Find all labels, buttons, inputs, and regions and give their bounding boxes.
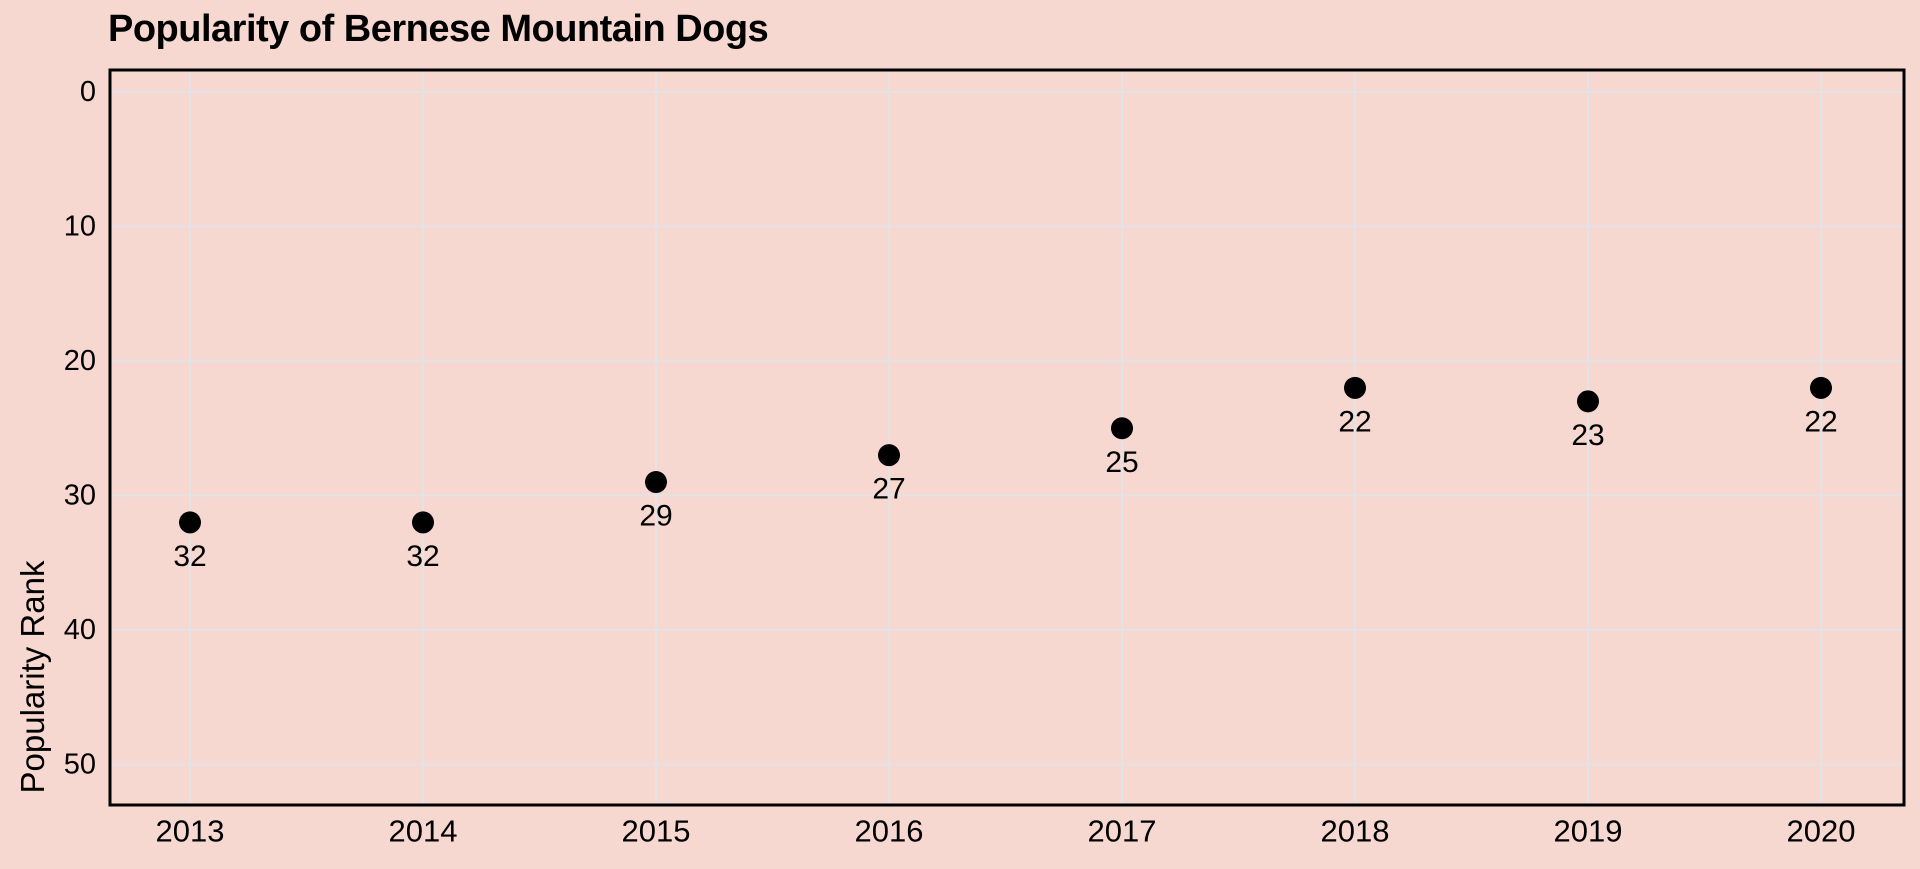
data-point: [645, 471, 667, 494]
plot-border: [108, 68, 1906, 807]
y-tick-label: 40: [64, 614, 96, 646]
point-value-label: 22: [1804, 405, 1837, 438]
data-point: [179, 511, 201, 534]
point-value-label: 29: [639, 500, 672, 533]
y-tick-label: 30: [64, 480, 96, 512]
point-value-label: 23: [1571, 419, 1604, 452]
x-tick-label: 2020: [1787, 814, 1856, 849]
x-tick-label: 2018: [1321, 814, 1390, 849]
x-tick-label: 2017: [1088, 814, 1157, 849]
x-tick-label: 2013: [156, 814, 225, 849]
x-tick-label: 2014: [389, 814, 458, 849]
y-tick-label: 20: [64, 345, 96, 377]
data-point: [1111, 417, 1133, 440]
chart-title: Popularity of Bernese Mountain Dogs: [108, 8, 769, 50]
y-tick-label: 0: [80, 76, 96, 108]
point-value-label: 22: [1338, 405, 1371, 438]
data-point: [412, 511, 434, 534]
x-tick-label: 2015: [622, 814, 691, 849]
y-tick-label: 50: [64, 749, 96, 781]
point-value-label: 32: [173, 540, 206, 573]
y-axis-title: Popularity Rank: [14, 560, 51, 794]
point-value-label: 27: [872, 473, 905, 506]
point-value-label: 25: [1105, 446, 1138, 479]
data-point: [1577, 390, 1599, 413]
data-point: [1810, 376, 1832, 399]
data-point: [1344, 376, 1366, 399]
x-tick-label: 2019: [1554, 814, 1623, 849]
data-point: [878, 444, 900, 467]
y-tick-label: 10: [64, 211, 96, 243]
point-value-label: 32: [406, 540, 439, 573]
x-tick-label: 2016: [855, 814, 924, 849]
